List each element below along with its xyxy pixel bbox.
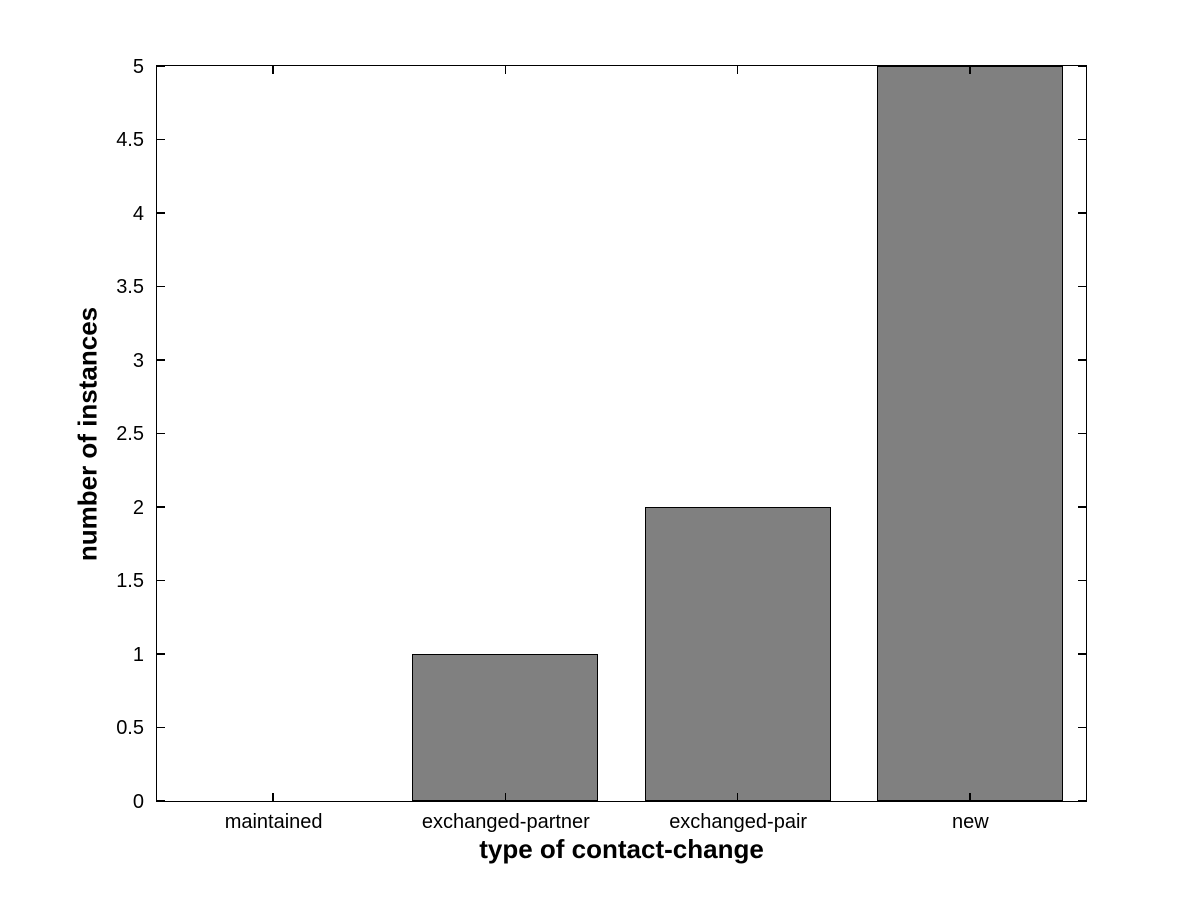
x-tick-mark-bottom: [272, 793, 274, 801]
y-tick-mark-left: [157, 212, 165, 214]
y-tick-mark-right: [1078, 285, 1086, 288]
y-tick-mark-right: [1078, 800, 1086, 802]
x-tick-label-exchanged-partner: exchanged-partner: [421, 811, 590, 833]
y-tick-mark-left: [157, 359, 165, 361]
y-tick-mark-left: [157, 800, 165, 802]
y-tick-label: 0.5: [116, 717, 144, 739]
y-tick-label: 2: [132, 496, 144, 519]
x-tick-mark-top: [736, 66, 739, 74]
y-tick-mark-right: [1078, 212, 1086, 214]
y-tick-label: 3.5: [116, 276, 144, 298]
y-tick-mark-left: [157, 432, 165, 435]
x-tick-label-maintained: maintained: [224, 811, 323, 833]
y-tick-mark-right: [1078, 579, 1086, 582]
x-tick-mark-top: [969, 66, 971, 74]
x-tick-mark-bottom: [504, 793, 507, 801]
y-tick-mark-left: [157, 65, 165, 67]
y-tick-mark-right: [1078, 506, 1086, 508]
x-tick-mark-top: [504, 66, 507, 74]
y-tick-label: 5: [132, 55, 144, 78]
y-tick-mark-right: [1078, 653, 1086, 655]
x-tick-mark-bottom: [969, 793, 971, 801]
x-tick-mark-bottom: [736, 793, 739, 801]
y-tick-mark-right: [1078, 726, 1086, 729]
x-tick-label-new: new: [952, 811, 989, 833]
y-tick-label: 1.5: [116, 570, 144, 592]
plot-area: [156, 65, 1087, 802]
y-tick-mark-left: [157, 506, 165, 508]
y-tick-mark-left: [157, 138, 165, 141]
bar-new: [876, 66, 1063, 801]
y-tick-label: 0: [132, 790, 144, 813]
y-tick-mark-right: [1078, 359, 1086, 361]
bar-exchanged-partner: [412, 654, 599, 801]
y-tick-label: 1: [132, 643, 144, 666]
y-tick-mark-right: [1078, 432, 1086, 435]
x-axis-label: type of contact-change: [479, 834, 764, 864]
x-tick-mark-top: [272, 66, 274, 74]
y-tick-mark-right: [1078, 138, 1086, 141]
y-tick-mark-right: [1078, 65, 1086, 67]
x-tick-label-exchanged-pair: exchanged-pair: [669, 811, 808, 833]
y-tick-label: 4: [132, 202, 144, 225]
y-tick-mark-left: [157, 726, 165, 729]
y-tick-mark-left: [157, 579, 165, 582]
y-tick-mark-left: [157, 285, 165, 288]
y-tick-label: 2.5: [116, 423, 144, 445]
y-tick-label: 4.5: [116, 129, 144, 151]
bar-exchanged-pair: [644, 507, 831, 801]
y-tick-label: 3: [132, 349, 144, 372]
y-tick-mark-left: [157, 653, 165, 655]
